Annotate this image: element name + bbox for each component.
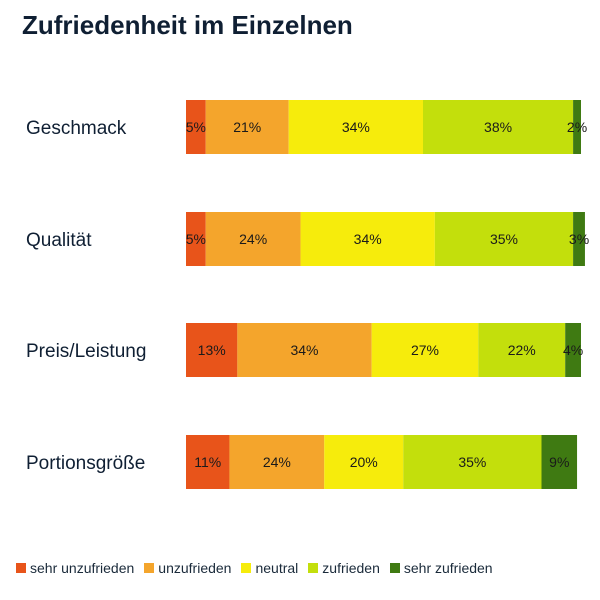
bar-segment [434,212,574,266]
data-label: 5% [186,231,206,247]
category-label: Qualität [26,230,92,251]
bar-segment [324,435,404,489]
data-label: 21% [233,119,261,135]
bar-segment [237,323,372,377]
legend-label: neutral [255,560,299,576]
category-label: Geschmack [26,118,127,139]
stacked-bar-chart: Geschmack 5% 21% 34% 38% 2% Qualität 5% 24% 34% 35… [26,100,589,489]
chart-legend: sehr unzufrieden unzufrieden neutral zufrie… [16,560,503,576]
bar-segment [300,212,435,266]
legend-item: sehr unzufrieden [16,560,134,576]
legend-item: zufrieden [308,560,380,576]
data-label: 38% [484,119,512,135]
data-label: 34% [342,119,370,135]
legend-label: sehr unzufrieden [30,560,135,576]
data-label: 20% [350,454,378,470]
bar-segment [186,323,238,377]
bar-segment [186,212,206,266]
data-label: 22% [508,342,536,358]
data-label: 9% [549,454,569,470]
legend-item: sehr zufrieden [389,560,493,576]
bar-segment [573,212,585,266]
legend-swatch [144,563,155,573]
bar-segment [565,323,581,377]
legend-item: unzufrieden [144,560,231,576]
bar-segment [205,212,301,266]
data-label: 11% [194,454,221,470]
data-label: 4% [563,342,583,358]
data-label: 13% [198,342,226,358]
category-label: Preis/Leistung [26,341,146,362]
bar-segment [371,323,479,377]
legend-swatch [308,563,319,573]
bar-segment [541,435,578,489]
data-label: 5% [186,119,206,135]
data-label: 27% [411,342,439,358]
data-label: 35% [458,454,486,470]
data-label: 24% [263,454,291,470]
bar-segment [423,100,574,154]
bar-segment [403,435,542,489]
bar-segment [229,435,325,489]
category-label: Portionsgröße [26,453,145,474]
bar-segment [288,100,423,154]
bar-segment [205,100,289,154]
legend-label: unzufrieden [158,560,232,576]
legend-label: sehr zufrieden [403,560,493,576]
legend-swatch [241,563,252,573]
data-label: 3% [569,231,589,247]
bar-segment [573,100,581,154]
bar-segment [478,323,566,377]
legend-label: zufrieden [322,560,380,576]
data-label: 34% [354,231,382,247]
chart-title: Zufriedenheit im Einzelnen [22,10,353,40]
bar-segment [186,100,206,154]
bar-segment [186,435,230,489]
data-label: 24% [239,231,267,247]
legend-item: neutral [241,560,298,576]
data-label: 34% [290,342,318,358]
legend-swatch [16,563,26,573]
data-label: 2% [567,119,587,135]
data-label: 35% [490,231,518,247]
legend-swatch [389,563,400,573]
